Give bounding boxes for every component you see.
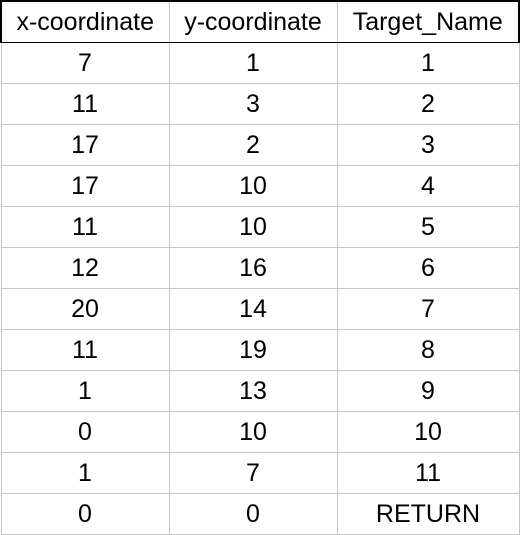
header-x-coordinate[interactable]: x-coordinate: [0, 0, 170, 43]
target-name-cell[interactable]: 1: [336, 42, 520, 84]
target-name-cell[interactable]: 11: [336, 452, 520, 494]
x-coordinate-cell[interactable]: 20: [0, 288, 170, 330]
table-row: 11 10 5: [0, 206, 520, 248]
table-row: 0 0 RETURN: [0, 493, 520, 535]
target-name-cell[interactable]: 10: [336, 411, 520, 453]
table-row: 12 16 6: [0, 247, 520, 289]
x-coordinate-cell[interactable]: 17: [0, 124, 170, 166]
y-coordinate-cell[interactable]: 16: [168, 247, 338, 289]
y-coordinate-cell[interactable]: 7: [168, 452, 338, 494]
x-coordinate-cell[interactable]: 12: [0, 247, 170, 289]
header-target-name[interactable]: Target_Name: [336, 0, 520, 43]
x-coordinate-cell[interactable]: 0: [0, 493, 170, 535]
table-row: 17 10 4: [0, 165, 520, 207]
y-coordinate-cell[interactable]: 3: [168, 83, 338, 125]
target-name-cell[interactable]: RETURN: [336, 493, 520, 535]
y-coordinate-cell[interactable]: 0: [168, 493, 338, 535]
y-coordinate-cell[interactable]: 14: [168, 288, 338, 330]
x-coordinate-cell[interactable]: 17: [0, 165, 170, 207]
table-row: 11 19 8: [0, 329, 520, 371]
y-coordinate-cell[interactable]: 19: [168, 329, 338, 371]
header-row: x-coordinate y-coordinate Target_Name: [0, 0, 520, 43]
y-coordinate-cell[interactable]: 10: [168, 206, 338, 248]
target-name-cell[interactable]: 5: [336, 206, 520, 248]
target-name-cell[interactable]: 8: [336, 329, 520, 371]
target-name-cell[interactable]: 3: [336, 124, 520, 166]
header-y-coordinate[interactable]: y-coordinate: [168, 0, 338, 43]
table-row: 1 7 11: [0, 452, 520, 494]
y-coordinate-cell[interactable]: 10: [168, 165, 338, 207]
table-body: 7 1 1 11 3 2 17 2 3 17 10 4 11 10 5 12 16 6 20 14 7 11 19 8 1 13 9…: [0, 42, 520, 535]
target-name-cell[interactable]: 6: [336, 247, 520, 289]
x-coordinate-cell[interactable]: 1: [0, 370, 170, 412]
target-name-cell[interactable]: 9: [336, 370, 520, 412]
target-name-cell[interactable]: 7: [336, 288, 520, 330]
y-coordinate-cell[interactable]: 1: [168, 42, 338, 84]
target-name-cell[interactable]: 2: [336, 83, 520, 125]
x-coordinate-cell[interactable]: 11: [0, 83, 170, 125]
y-coordinate-cell[interactable]: 2: [168, 124, 338, 166]
table-row: 20 14 7: [0, 288, 520, 330]
x-coordinate-cell[interactable]: 0: [0, 411, 170, 453]
table-row: 11 3 2: [0, 83, 520, 125]
target-name-cell[interactable]: 4: [336, 165, 520, 207]
x-coordinate-cell[interactable]: 11: [0, 206, 170, 248]
x-coordinate-cell[interactable]: 1: [0, 452, 170, 494]
y-coordinate-cell[interactable]: 13: [168, 370, 338, 412]
x-coordinate-cell[interactable]: 11: [0, 329, 170, 371]
table-row: 0 10 10: [0, 411, 520, 453]
table-row: 1 13 9: [0, 370, 520, 412]
header-row-group: x-coordinate y-coordinate Target_Name: [0, 0, 520, 43]
table-row: 17 2 3: [0, 124, 520, 166]
y-coordinate-cell[interactable]: 10: [168, 411, 338, 453]
x-coordinate-cell[interactable]: 7: [0, 42, 170, 84]
